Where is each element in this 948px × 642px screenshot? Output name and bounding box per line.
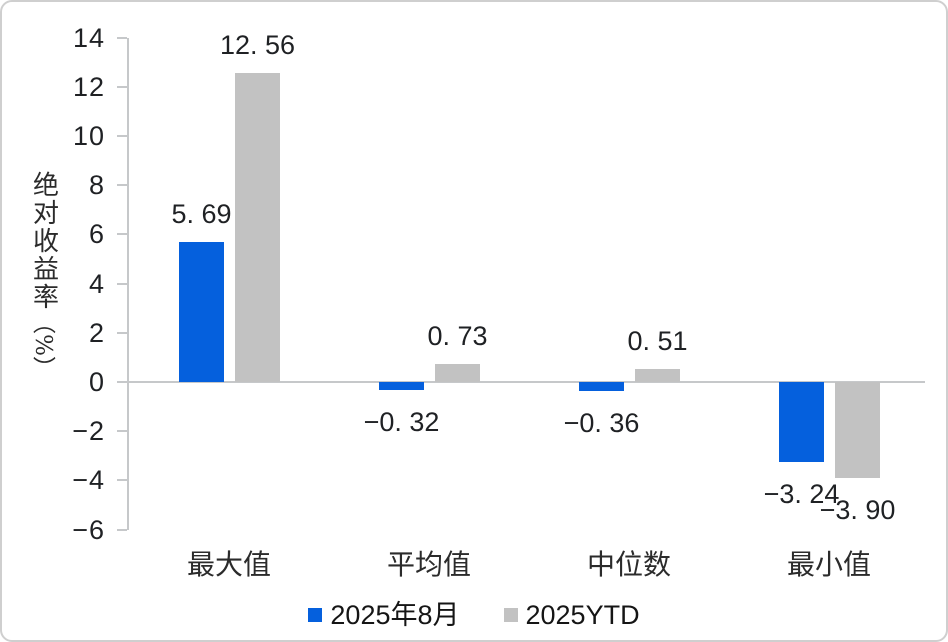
- y-axis-tick: [117, 282, 127, 285]
- category-label: 最大值: [186, 548, 271, 581]
- y-axis-tick: [117, 36, 127, 39]
- y-tick-label: 2: [88, 317, 105, 348]
- legend-item: 2025YTD: [503, 600, 640, 630]
- bar-value-label: −0. 36: [563, 407, 640, 438]
- y-tick-label: 8: [88, 170, 105, 201]
- bar-series2-2: [635, 369, 680, 382]
- y-axis-tick: [117, 85, 127, 88]
- y-axis-title-char: 率: [32, 283, 59, 313]
- bar-series1-2: [579, 382, 624, 391]
- y-axis-title-char: 对: [32, 199, 59, 229]
- legend-item: 2025年8月: [308, 600, 460, 630]
- zero-gridline: [129, 381, 925, 383]
- bar-value-label: 0. 51: [627, 326, 688, 357]
- y-tick-label: −2: [72, 416, 105, 447]
- y-axis-title: 绝 对 收 益 率 （%）: [26, 171, 66, 379]
- y-tick-label: 6: [88, 219, 105, 250]
- y-tick-label: 12: [72, 71, 105, 102]
- legend-label: 2025年8月: [330, 600, 460, 630]
- y-axis-tick: [117, 135, 127, 137]
- y-axis-tick: [117, 233, 127, 236]
- bar-value-label: −0. 32: [363, 406, 440, 437]
- y-axis-tick: [117, 479, 127, 482]
- bar-series2-3: [835, 382, 880, 478]
- y-axis-tick: [117, 331, 127, 334]
- legend-swatch-icon: [308, 608, 323, 622]
- legend: 2025年8月 2025YTD: [2, 600, 946, 630]
- bar-series1-0: [179, 242, 224, 382]
- legend-label: 2025YTD: [525, 600, 640, 630]
- y-tick-label: 10: [72, 121, 105, 151]
- bar-value-label: 0. 73: [427, 321, 488, 352]
- y-axis-line: [127, 37, 129, 530]
- bar-series2-1: [435, 364, 480, 382]
- y-tick-label: −4: [72, 465, 105, 496]
- bar-value-label: −3. 90: [819, 494, 896, 525]
- bar-value-label: 5. 69: [171, 199, 232, 230]
- y-axis-tick: [117, 381, 127, 383]
- category-label: 平均值: [386, 548, 471, 581]
- bar-series1-3: [779, 382, 824, 462]
- bar-series2-0: [235, 73, 280, 382]
- y-tick-label: 4: [88, 268, 105, 299]
- category-label: 中位数: [586, 548, 671, 581]
- y-axis-title-char: 收: [32, 227, 59, 257]
- y-axis-title-char: 绝: [32, 171, 59, 201]
- category-label: 最小值: [786, 548, 871, 581]
- legend-swatch-icon: [503, 608, 518, 622]
- y-tick-label: 0: [88, 367, 105, 397]
- bar-value-label: −3. 24: [763, 478, 840, 509]
- bar-series1-1: [379, 382, 424, 390]
- y-tick-label: 14: [72, 22, 105, 53]
- bar-value-label: 12. 56: [219, 30, 296, 61]
- y-axis-tick: [117, 528, 127, 531]
- y-axis-tick: [117, 430, 127, 433]
- y-tick-label: −6: [72, 514, 105, 545]
- y-axis-title-char: 益: [32, 255, 59, 285]
- y-axis-tick: [117, 184, 127, 187]
